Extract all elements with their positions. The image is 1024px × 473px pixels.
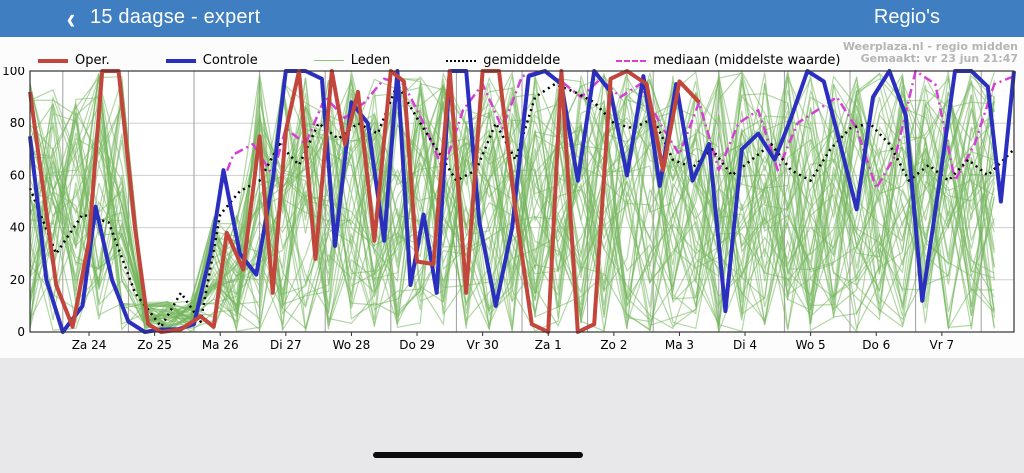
legend-item-mediaan: mediaan (middelste waarde) xyxy=(616,53,840,68)
watermark-generated: Gemaakt: vr 23 jun 21:47 xyxy=(860,52,1018,65)
svg-text:Ma 26: Ma 26 xyxy=(202,338,239,352)
svg-text:Do 6: Do 6 xyxy=(862,338,890,352)
legend-label-controle: Controle xyxy=(202,53,258,68)
legend-item-leden: Leden xyxy=(313,53,391,68)
controle-line-icon xyxy=(165,58,196,63)
legend-label-mediaan: mediaan (middelste waarde) xyxy=(653,53,841,68)
svg-text:Vr 7: Vr 7 xyxy=(930,338,955,352)
svg-text:Do 29: Do 29 xyxy=(399,338,435,352)
nav-bar: ‹ 15 daagse - expert Regio's xyxy=(0,0,1024,37)
ensemble-plot: 0 20 40 60 80 100 Za 24 Zo 25 Ma 26 Di 27 Wo 28 Do … xyxy=(2,67,1016,352)
legend-label-oper: Oper. xyxy=(75,53,110,68)
gemiddelde-dotted-line-icon xyxy=(446,59,477,62)
svg-text:Zo 25: Zo 25 xyxy=(137,338,172,352)
back-button[interactable]: ‹ xyxy=(56,3,86,33)
svg-text:Zo 2: Zo 2 xyxy=(600,338,627,352)
svg-text:100: 100 xyxy=(2,67,25,78)
svg-text:Wo 5: Wo 5 xyxy=(796,338,826,352)
page-title: 15 daagse - expert xyxy=(90,6,261,28)
svg-text:Za 1: Za 1 xyxy=(535,338,562,352)
chart-legend: Oper. Controle Leden gemiddelde mediaan … xyxy=(38,53,840,68)
svg-text:60: 60 xyxy=(10,168,25,182)
home-indicator[interactable] xyxy=(373,452,583,458)
svg-text:Di 27: Di 27 xyxy=(270,338,302,352)
svg-text:0: 0 xyxy=(17,325,25,339)
svg-text:Za 24: Za 24 xyxy=(72,338,107,352)
svg-text:Di 4: Di 4 xyxy=(733,338,757,352)
svg-text:20: 20 xyxy=(10,273,25,287)
regions-button[interactable]: Regio's xyxy=(873,6,940,28)
legend-item-gemiddelde: gemiddelde xyxy=(446,53,560,68)
legend-item-oper: Oper. xyxy=(38,53,110,68)
mediaan-dashed-line-icon xyxy=(616,59,647,62)
watermark-source: Weerplaza.nl - regio midden xyxy=(842,40,1018,53)
legend-label-leden: Leden xyxy=(350,53,391,68)
watermark: Weerplaza.nl - regio midden Gemaakt: vr … xyxy=(843,41,1018,65)
legend-label-gemiddelde: gemiddelde xyxy=(483,53,561,68)
oper-line-icon xyxy=(38,58,68,63)
legend-item-controle: Controle xyxy=(165,53,258,68)
back-chevron-icon: ‹ xyxy=(66,0,76,36)
svg-text:Vr 30: Vr 30 xyxy=(467,338,499,352)
leden-line-icon xyxy=(313,60,344,61)
svg-text:40: 40 xyxy=(10,221,25,235)
svg-text:80: 80 xyxy=(10,116,25,130)
svg-text:Wo 28: Wo 28 xyxy=(333,338,371,352)
svg-text:Ma 3: Ma 3 xyxy=(665,338,694,352)
forecast-chart-card: Weerplaza.nl - regio midden Gemaakt: vr … xyxy=(0,37,1024,358)
